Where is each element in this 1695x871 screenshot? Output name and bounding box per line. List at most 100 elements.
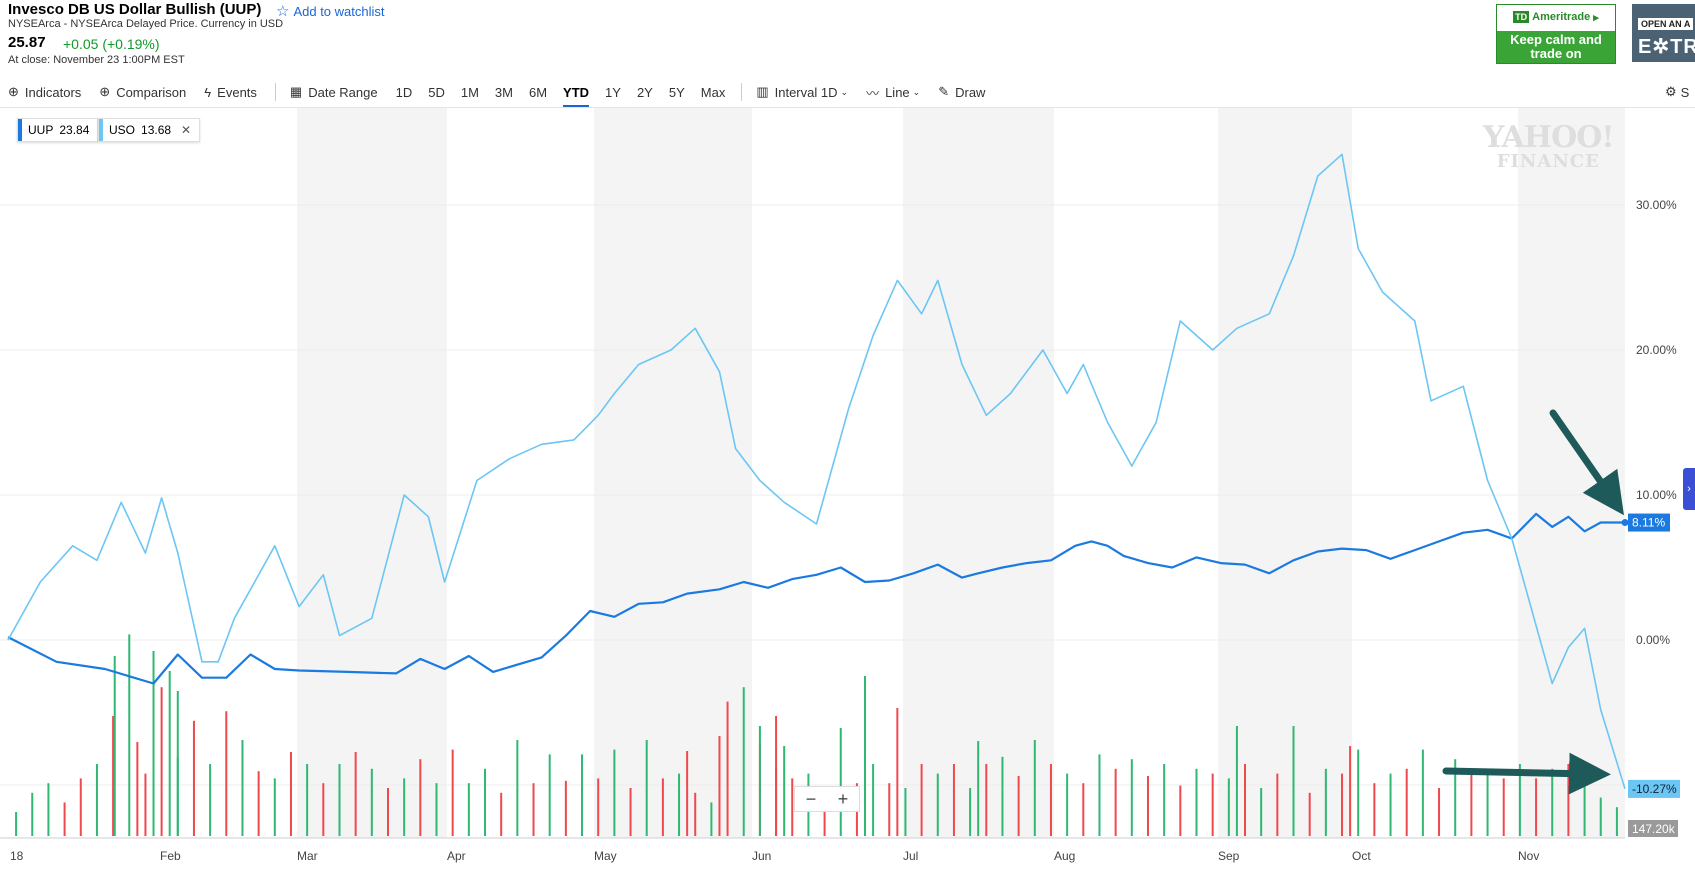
- zoom-controls: − +: [794, 786, 860, 812]
- volume-bar: [31, 792, 34, 836]
- volume-bar: [597, 778, 600, 836]
- zoom-out-button[interactable]: −: [805, 788, 817, 809]
- x-tick-label: Sep: [1218, 849, 1240, 863]
- volume-bar: [63, 802, 66, 836]
- range-max[interactable]: Max: [700, 84, 726, 100]
- legend-uup[interactable]: UUP 23.84: [17, 118, 99, 142]
- volume-bar: [168, 671, 171, 836]
- volume-bar: [273, 778, 276, 836]
- volume-bar: [969, 788, 972, 836]
- toolbar-divider-line: [0, 107, 1695, 108]
- volume-bar: [176, 691, 179, 836]
- y-tick-label: 20.00%: [1636, 343, 1677, 357]
- comparison-label: Comparison: [116, 84, 187, 100]
- volume-bar: [1276, 773, 1279, 836]
- volume-bar: [370, 768, 373, 836]
- volume-bar: [1470, 773, 1473, 836]
- ameritrade-ad[interactable]: TD Ameritrade ▸ Keep calm and trade on: [1496, 4, 1616, 64]
- volume-bar: [386, 788, 389, 836]
- uso-label: USO: [109, 123, 136, 137]
- chart-type-dropdown[interactable]: 〰 Line ⌄: [866, 83, 920, 102]
- volume-bar: [661, 778, 664, 836]
- chevron-right-icon: ›: [1687, 483, 1691, 495]
- uso-value: 13.68: [141, 123, 172, 137]
- plus-circle-icon: ⊕: [99, 84, 111, 99]
- x-tick-label: May: [594, 849, 617, 863]
- price-chart[interactable]: 30.00% 20.00% 10.00% 0.00% 8.11% -10.27% 147.2…: [0, 107, 1695, 871]
- settings-button[interactable]: ⚙ S: [1665, 78, 1689, 106]
- volume-bar: [532, 783, 535, 836]
- range-2y[interactable]: 2Y: [636, 84, 653, 100]
- x-tick-label: Apr: [447, 849, 466, 863]
- range-5y[interactable]: 5Y: [668, 84, 685, 100]
- volume-bar: [1438, 788, 1441, 836]
- volume-bar: [144, 773, 147, 836]
- draw-label: Draw: [955, 84, 986, 100]
- line-label: Line: [885, 84, 910, 100]
- range-5d[interactable]: 5D: [428, 84, 445, 100]
- volume-bar: [1098, 754, 1101, 836]
- volume-bar: [775, 716, 778, 836]
- uup-color-swatch: [18, 119, 22, 141]
- watermark-line1: YAHOO!: [1483, 120, 1615, 155]
- toolbar-divider: [741, 83, 743, 101]
- legend-uso[interactable]: USO 13.68 ✕: [98, 118, 201, 142]
- range-1d[interactable]: 1D: [395, 84, 413, 100]
- x-tick-label: Nov: [1518, 849, 1539, 863]
- indicators-button[interactable]: ⊕ Indicators: [8, 84, 81, 100]
- ad2-top-text: OPEN AN A: [1638, 18, 1694, 30]
- range-1y[interactable]: 1Y: [605, 84, 621, 100]
- volume-bar: [1146, 776, 1149, 836]
- volume-bar: [1049, 764, 1052, 836]
- range-3m[interactable]: 3M: [494, 84, 513, 100]
- volume-bar: [1211, 773, 1214, 836]
- volume-bar: [1082, 783, 1085, 836]
- volume-bar: [581, 754, 584, 836]
- volume-bar: [1235, 726, 1238, 836]
- range-6m[interactable]: 6M: [528, 84, 548, 100]
- zoom-in-button[interactable]: +: [837, 788, 849, 809]
- page-title: Invesco DB US Dollar Bullish (UUP): [8, 1, 262, 18]
- x-tick-label: Mar: [297, 849, 318, 863]
- line-chart-icon: 〰: [866, 85, 880, 101]
- interval-label: Interval: [774, 84, 818, 100]
- month-band: [903, 108, 1054, 838]
- volume-bar: [1130, 759, 1133, 836]
- uup-value: 23.84: [59, 123, 90, 137]
- pencil-icon: ✎: [938, 84, 950, 99]
- volume-bar: [1341, 773, 1344, 836]
- draw-button[interactable]: ✎ Draw: [938, 84, 985, 100]
- volume-bar: [467, 783, 470, 836]
- volume-bar: [548, 754, 551, 836]
- volume-bar: [839, 728, 842, 836]
- volume-bar: [1066, 773, 1069, 836]
- range-ytd[interactable]: YTD: [563, 84, 590, 107]
- volume-bar: [354, 752, 357, 836]
- side-panel-toggle[interactable]: ›: [1683, 468, 1695, 510]
- close-info: At close: November 23 1:00PM EST: [8, 54, 185, 66]
- volume-bar: [791, 778, 794, 836]
- calendar-icon: ▦: [289, 84, 303, 99]
- interval-icon: ▥: [756, 84, 769, 99]
- interval-dropdown[interactable]: ▥ Interval 1D ⌄: [756, 84, 848, 100]
- date-range-label: Date Range: [308, 84, 378, 100]
- x-tick-label: Jun: [752, 849, 771, 863]
- x-tick-label: Oct: [1352, 849, 1371, 863]
- range-1m[interactable]: 1M: [460, 84, 479, 100]
- comparison-button[interactable]: ⊕ Comparison: [99, 84, 186, 100]
- volume-bar: [783, 746, 786, 836]
- volume-bar: [1324, 768, 1327, 836]
- events-button[interactable]: ϟ Events: [204, 85, 257, 100]
- remove-comparison-icon[interactable]: ✕: [181, 123, 192, 137]
- month-band: [1218, 108, 1352, 838]
- etrade-ad[interactable]: OPEN AN A E✲TR: [1632, 4, 1695, 62]
- add-to-watchlist-link[interactable]: ☆ Add to watchlist: [276, 2, 385, 20]
- uup-last-point: [1621, 519, 1629, 527]
- x-tick-label: Jul: [903, 849, 918, 863]
- volume-bar: [338, 764, 341, 836]
- volume-bar: [1373, 783, 1376, 836]
- y-tick-label: 10.00%: [1636, 488, 1677, 502]
- volume-bar: [1535, 778, 1538, 836]
- plus-circle-icon: ⊕: [8, 84, 19, 99]
- date-range-button[interactable]: ▦ Date Range: [290, 84, 378, 100]
